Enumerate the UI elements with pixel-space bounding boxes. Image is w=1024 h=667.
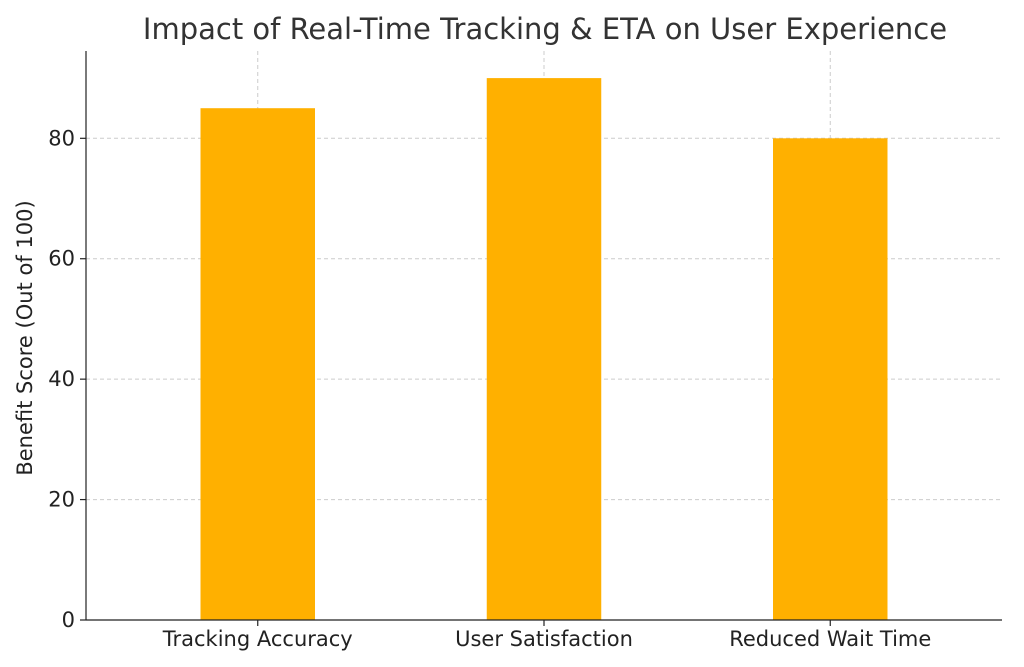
y-tick-label: 20 [48,488,75,512]
x-tick-label: Reduced Wait Time [729,627,931,651]
bar [200,108,315,621]
y-axis-label: Benefit Score (Out of 100) [13,200,37,475]
chart-title: Impact of Real-Time Tracking & ETA on Us… [143,12,947,46]
bar [486,78,602,621]
y-tick-label: 60 [48,247,75,271]
x-tick-label: User Satisfaction [455,627,633,651]
axes [80,51,1002,626]
y-tick-labels: 0 20 40 60 80 [48,126,75,632]
bars [200,78,888,621]
y-tick-label: 0 [62,608,75,632]
y-tick-label: 40 [48,367,75,391]
x-tick-label: Tracking Accuracy [162,627,353,651]
bar [773,138,888,620]
y-tick-label: 80 [48,126,75,150]
x-tick-labels: Tracking Accuracy User Satisfaction Reduce… [162,627,932,651]
